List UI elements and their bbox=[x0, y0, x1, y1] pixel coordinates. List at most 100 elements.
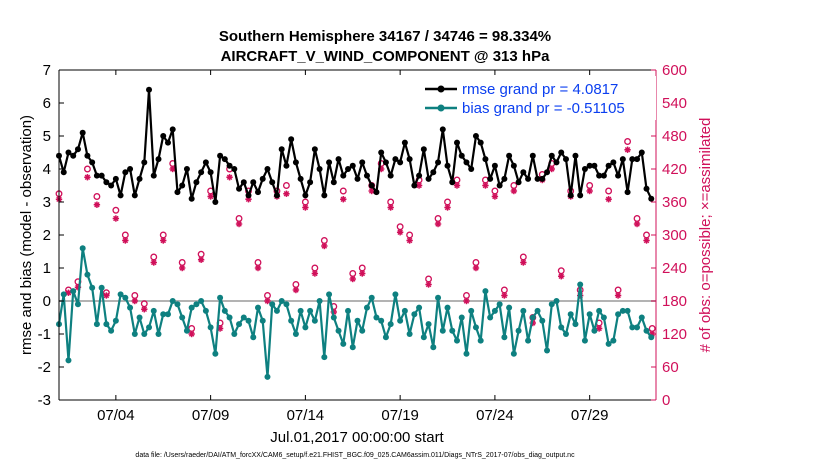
rmse-point bbox=[515, 179, 522, 186]
obs-assimilated-point bbox=[292, 286, 300, 294]
obs-assimilated-point bbox=[226, 174, 233, 181]
rmse-point bbox=[117, 192, 124, 199]
obs-assimilated-point bbox=[520, 259, 527, 266]
bias-point bbox=[146, 324, 153, 331]
bias-point bbox=[226, 314, 233, 321]
obs-assimilated-point bbox=[491, 193, 499, 200]
rmse-point bbox=[146, 86, 153, 93]
bias-point bbox=[553, 298, 560, 304]
bias-point bbox=[634, 324, 641, 331]
rmse-point bbox=[624, 189, 631, 196]
rmse-point bbox=[553, 159, 560, 166]
bias-point bbox=[444, 304, 451, 311]
obs-assimilated-point bbox=[605, 196, 612, 203]
y-right-tick-label: 180 bbox=[662, 293, 687, 310]
bias-point bbox=[411, 311, 418, 318]
bias-point bbox=[150, 307, 157, 314]
rmse-point bbox=[581, 166, 588, 172]
rmse-point bbox=[349, 162, 356, 169]
bias-point bbox=[316, 298, 323, 304]
bias-point bbox=[288, 317, 295, 324]
rmse-point bbox=[297, 175, 304, 182]
bias-point bbox=[382, 334, 389, 341]
rmse-point bbox=[160, 133, 167, 139]
rmse-point bbox=[89, 159, 96, 166]
rmse-point bbox=[321, 192, 328, 199]
rmse-point bbox=[477, 139, 484, 146]
rmse-point bbox=[491, 162, 498, 169]
rmse-point bbox=[435, 159, 442, 166]
bias-point bbox=[401, 307, 408, 314]
obs-assimilated-point bbox=[463, 297, 470, 305]
bias-point bbox=[127, 304, 134, 311]
rmse-point bbox=[259, 175, 266, 182]
x-tick-label: 07/14 bbox=[287, 407, 325, 424]
bias-point bbox=[250, 334, 257, 341]
rmse-point bbox=[74, 146, 81, 153]
bias-point bbox=[212, 350, 219, 357]
obs-assimilated-point bbox=[482, 182, 489, 189]
bias-point bbox=[430, 344, 437, 351]
obs-assimilated-point bbox=[558, 273, 565, 280]
rmse-point bbox=[141, 159, 148, 166]
legend-bias-label: bias grand pr = -0.51105 bbox=[462, 100, 625, 117]
obs-assimilated-point bbox=[586, 187, 593, 195]
bias-point bbox=[406, 331, 413, 337]
obs-possible-point bbox=[339, 187, 347, 195]
bias-point bbox=[638, 314, 645, 321]
bias-point bbox=[596, 307, 603, 314]
x-tick-label: 07/29 bbox=[571, 407, 609, 424]
y-left-tick-label: 7 bbox=[43, 62, 51, 79]
bias-point bbox=[160, 311, 167, 318]
rmse-point bbox=[558, 149, 565, 156]
bias-point bbox=[278, 298, 285, 304]
bias-point bbox=[174, 301, 181, 308]
rmse-point bbox=[193, 179, 200, 186]
bias-point bbox=[84, 271, 91, 278]
obs-assimilated-point bbox=[283, 190, 290, 197]
x-axis-label: Jul.01,2017 00:00:00 start bbox=[270, 429, 444, 446]
bias-point bbox=[79, 245, 86, 252]
legend-rmse-label: rmse grand pr = 4.0817 bbox=[462, 81, 618, 98]
obs-assimilated-point bbox=[501, 292, 508, 299]
bias-point bbox=[183, 327, 190, 334]
rmse-point bbox=[169, 126, 176, 133]
rmse-point bbox=[567, 192, 574, 199]
y-axis-right-label: # of obs: o=possible; ×=assimilated bbox=[697, 118, 714, 353]
obs-assimilated-point bbox=[387, 204, 394, 211]
rmse-point bbox=[397, 159, 404, 166]
bias-point bbox=[345, 307, 352, 314]
bias-point bbox=[349, 344, 356, 351]
rmse-point bbox=[150, 172, 157, 179]
obs-assimilated-point bbox=[112, 215, 120, 222]
y-left-tick-label: 0 bbox=[43, 293, 51, 310]
rmse-point bbox=[302, 192, 309, 199]
bias-point bbox=[292, 331, 299, 337]
bias-point bbox=[454, 337, 460, 344]
obs-assimilated-point bbox=[235, 220, 243, 228]
legend-rmse-marker bbox=[437, 85, 445, 93]
rmse-point bbox=[236, 185, 243, 192]
obs-assimilated-point bbox=[207, 193, 214, 200]
rmse-point bbox=[444, 162, 451, 169]
bias-point bbox=[89, 284, 96, 291]
rmse-point bbox=[534, 175, 541, 182]
rmse-point bbox=[316, 166, 323, 172]
x-tick-label: 07/09 bbox=[192, 407, 230, 424]
rmse-point bbox=[596, 172, 603, 179]
bias-point bbox=[387, 321, 394, 328]
bias-point bbox=[65, 357, 72, 364]
y-right-tick-label: 60 bbox=[662, 359, 679, 376]
bias-point bbox=[179, 314, 186, 321]
bias-point bbox=[330, 314, 337, 321]
rmse-point bbox=[217, 152, 224, 159]
obs-assimilated-point bbox=[264, 297, 271, 305]
bias-point bbox=[321, 354, 328, 361]
bias-point bbox=[236, 321, 243, 328]
rmse-point bbox=[591, 162, 598, 169]
rmse-point bbox=[496, 182, 503, 189]
obs-assimilated-point bbox=[359, 270, 366, 277]
obs-assimilated-point bbox=[406, 237, 413, 244]
obs-possible-point bbox=[624, 138, 632, 145]
rmse-point bbox=[544, 169, 551, 176]
